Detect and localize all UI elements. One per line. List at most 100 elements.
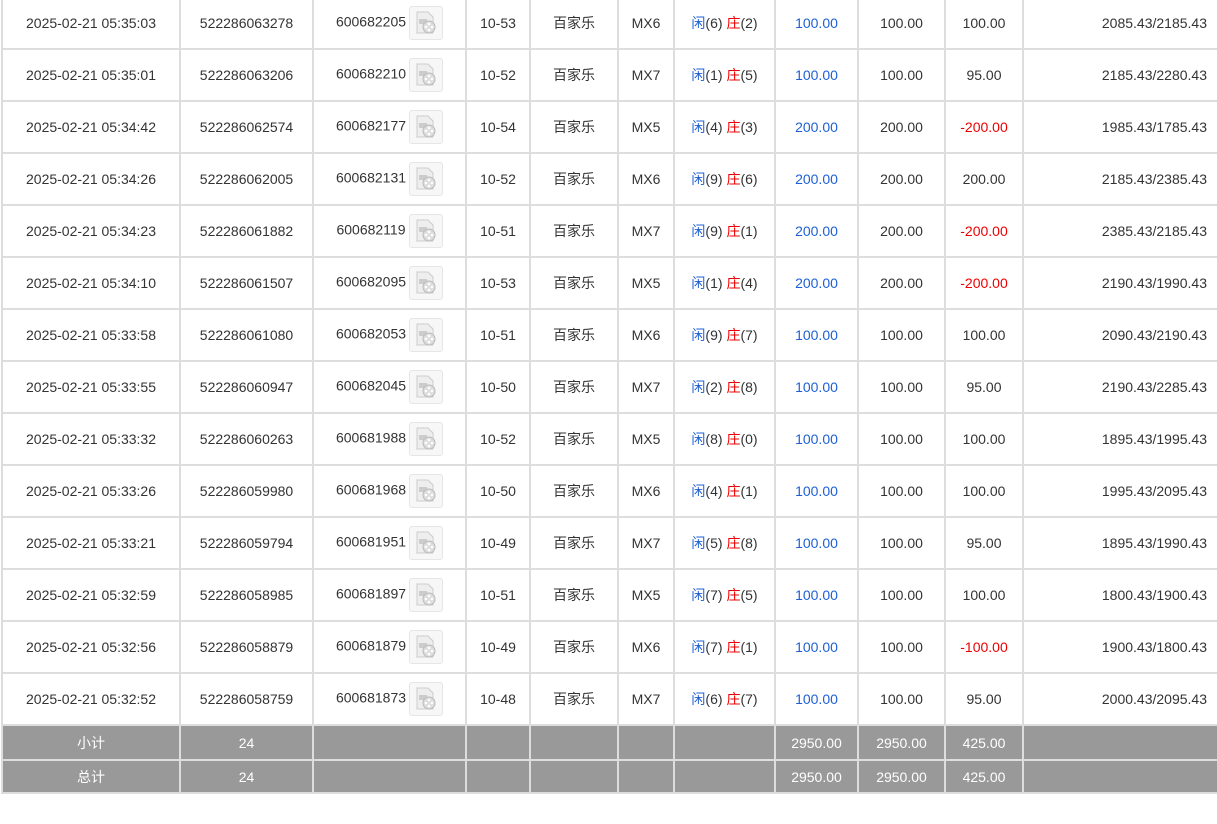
table-number: 10-49 xyxy=(465,620,531,674)
player-label: 闲 xyxy=(691,15,706,31)
bet-time: 2025-02-21 05:33:21 xyxy=(1,516,181,570)
bet-amount: 100.00 xyxy=(774,360,859,414)
game-type: 百家乐 xyxy=(529,204,619,258)
result-cell: 闲(6) 庄(2) xyxy=(673,0,776,50)
table-number: 10-53 xyxy=(465,256,531,310)
game-type: 百家乐 xyxy=(529,0,619,50)
win-loss: -200.00 xyxy=(944,100,1024,154)
valid-bet: 200.00 xyxy=(857,256,946,310)
room: MX7 xyxy=(617,204,675,258)
banker-label: 庄 xyxy=(726,379,741,395)
order-id: 522286060263 xyxy=(179,412,314,466)
bet-time: 2025-02-21 05:32:56 xyxy=(1,620,181,674)
order-id: 522286062005 xyxy=(179,152,314,206)
video-replay-icon[interactable] xyxy=(409,526,444,560)
bet-amount: 100.00 xyxy=(774,464,859,518)
video-replay-icon[interactable] xyxy=(408,214,443,248)
bet-amount: 100.00 xyxy=(774,308,859,362)
table-number: 10-50 xyxy=(465,464,531,518)
player-label: 闲 xyxy=(691,119,706,135)
table-number: 10-52 xyxy=(465,48,531,102)
round-id: 600682119 xyxy=(336,221,406,238)
video-replay-icon[interactable] xyxy=(409,6,444,40)
bet-time: 2025-02-21 05:34:42 xyxy=(1,100,181,154)
subtotal-label: 小计 xyxy=(1,724,181,761)
bet-amount: 100.00 xyxy=(774,620,859,674)
table-number: 10-53 xyxy=(465,0,531,50)
result-cell: 闲(8) 庄(0) xyxy=(673,412,776,466)
result-cell: 闲(9) 庄(7) xyxy=(673,308,776,362)
banker-label: 庄 xyxy=(726,15,741,31)
table-row: 2025-02-21 05:33:21 522286059794 6006819… xyxy=(1,516,1217,570)
table-row: 2025-02-21 05:33:32 522286060263 6006819… xyxy=(1,412,1217,466)
order-id: 522286063278 xyxy=(179,0,314,50)
win-loss: 100.00 xyxy=(944,464,1024,518)
table-number: 10-52 xyxy=(465,152,531,206)
video-replay-icon[interactable] xyxy=(409,682,444,716)
balance: 2000.43/2095.43 xyxy=(1022,672,1217,726)
video-replay-icon[interactable] xyxy=(409,58,444,92)
round-id-cell: 600681968 xyxy=(312,464,467,518)
video-replay-icon[interactable] xyxy=(409,370,444,404)
banker-label: 庄 xyxy=(726,535,741,551)
player-label: 闲 xyxy=(691,639,706,655)
game-type: 百家乐 xyxy=(529,672,619,726)
bet-time: 2025-02-21 05:34:10 xyxy=(1,256,181,310)
round-id-cell: 600682205 xyxy=(312,0,467,50)
result-cell: 闲(1) 庄(4) xyxy=(673,256,776,310)
table-row: 2025-02-21 05:32:52 522286058759 6006818… xyxy=(1,672,1217,726)
balance: 2090.43/2190.43 xyxy=(1022,308,1217,362)
round-id: 600682131 xyxy=(335,169,407,186)
subtotal-win: 425.00 xyxy=(944,724,1024,761)
video-replay-icon[interactable] xyxy=(409,266,444,300)
banker-score: (6) xyxy=(740,171,758,187)
game-type: 百家乐 xyxy=(529,48,619,102)
bet-amount: 200.00 xyxy=(774,204,859,258)
subtotal-bet: 2950.00 xyxy=(774,724,859,761)
bet-time: 2025-02-21 05:34:26 xyxy=(1,152,181,206)
video-replay-icon[interactable] xyxy=(409,162,444,196)
video-replay-icon[interactable] xyxy=(409,578,444,612)
result-cell: 闲(4) 庄(1) xyxy=(673,464,776,518)
video-replay-icon[interactable] xyxy=(409,110,444,144)
round-id-cell: 600682095 xyxy=(312,256,467,310)
table-row: 2025-02-21 05:34:10 522286061507 6006820… xyxy=(1,256,1217,310)
valid-bet: 100.00 xyxy=(857,568,946,622)
player-label: 闲 xyxy=(691,223,706,239)
balance: 1900.43/1800.43 xyxy=(1022,620,1217,674)
table-row: 2025-02-21 05:32:59 522286058985 6006818… xyxy=(1,568,1217,622)
game-type: 百家乐 xyxy=(529,516,619,570)
banker-score: (7) xyxy=(740,327,758,343)
banker-score: (1) xyxy=(740,483,758,499)
win-loss: 95.00 xyxy=(944,360,1024,414)
room: MX5 xyxy=(617,100,675,154)
round-id-cell: 600681873 xyxy=(312,672,467,726)
room: MX6 xyxy=(617,464,675,518)
room: MX5 xyxy=(617,412,675,466)
win-loss: 95.00 xyxy=(944,672,1024,726)
game-type: 百家乐 xyxy=(529,412,619,466)
result-cell: 闲(7) 庄(1) xyxy=(673,620,776,674)
player-score: (6) xyxy=(705,691,723,707)
bet-records-table: 2025-02-21 05:35:03 522286063278 6006822… xyxy=(1,0,1217,794)
video-replay-icon[interactable] xyxy=(409,318,444,352)
table-number: 10-51 xyxy=(465,568,531,622)
bet-time: 2025-02-21 05:35:03 xyxy=(1,0,181,50)
balance: 1995.43/2095.43 xyxy=(1022,464,1217,518)
valid-bet: 200.00 xyxy=(857,152,946,206)
banker-score: (3) xyxy=(740,119,758,135)
balance: 1800.43/1900.43 xyxy=(1022,568,1217,622)
video-replay-icon[interactable] xyxy=(409,422,444,456)
round-id-cell: 600682177 xyxy=(312,100,467,154)
valid-bet: 100.00 xyxy=(857,360,946,414)
order-id: 522286059794 xyxy=(179,516,314,570)
banker-score: (1) xyxy=(740,223,758,239)
video-replay-icon[interactable] xyxy=(409,474,444,508)
game-type: 百家乐 xyxy=(529,100,619,154)
result-cell: 闲(2) 庄(8) xyxy=(673,360,776,414)
bet-time: 2025-02-21 05:32:59 xyxy=(1,568,181,622)
video-replay-icon[interactable] xyxy=(409,630,444,664)
order-id: 522286061882 xyxy=(179,204,314,258)
result-cell: 闲(7) 庄(5) xyxy=(673,568,776,622)
table-row: 2025-02-21 05:32:56 522286058879 6006818… xyxy=(1,620,1217,674)
